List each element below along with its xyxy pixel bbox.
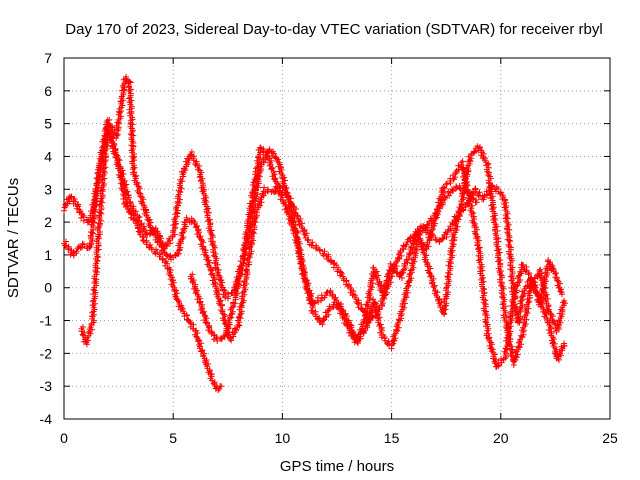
y-tick-label: 4: [44, 148, 52, 164]
x-tick-label: 0: [60, 430, 68, 446]
y-tick-label: 6: [44, 83, 52, 99]
series-markers: [187, 143, 568, 368]
x-axis-label: GPS time / hours: [280, 458, 394, 475]
series-trace-b: [61, 73, 480, 344]
data-points: [61, 73, 568, 394]
x-tick-label: 20: [493, 430, 509, 446]
series-markers: [61, 73, 480, 344]
y-tick-label: 0: [44, 280, 52, 296]
axis-ticks: [63, 57, 611, 420]
y-tick-label: -4: [40, 411, 53, 427]
y-tick-label: 2: [44, 214, 52, 230]
series-trace-e: [410, 182, 565, 326]
y-tick-label: 3: [44, 181, 52, 197]
series-markers: [410, 182, 565, 326]
grid-lines: [64, 58, 610, 419]
tick-labels: 0 5 10 15 20 25 -4 -3 -2 -1 0 1 2 3 4 5 6 7: [40, 50, 618, 446]
y-tick-label: 7: [44, 50, 52, 66]
plot-frame: [63, 57, 611, 420]
y-axis-label: SDTVAR / TECUs: [5, 178, 22, 298]
x-tick-label: 25: [602, 430, 618, 446]
x-tick-label: 10: [275, 430, 291, 446]
x-tick-label: 15: [384, 430, 400, 446]
y-tick-label: 5: [44, 116, 52, 132]
y-tick-label: -2: [40, 345, 53, 361]
series-trace-d: [187, 143, 568, 368]
y-tick-label: 1: [44, 247, 52, 263]
chart-title: Day 170 of 2023, Sidereal Day-to-day VTE…: [65, 21, 602, 38]
y-tick-label: -1: [40, 313, 53, 329]
y-tick-label: -3: [40, 378, 53, 394]
x-tick-label: 5: [169, 430, 177, 446]
